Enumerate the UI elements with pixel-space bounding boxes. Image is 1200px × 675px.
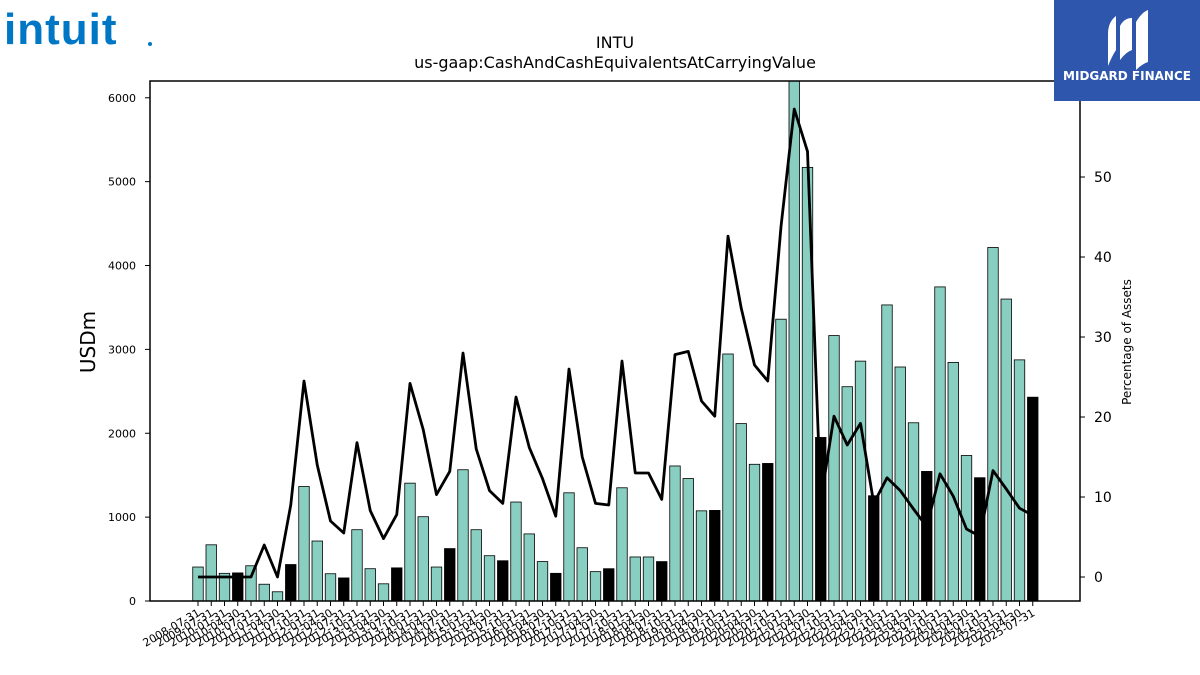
- bar: [391, 567, 403, 602]
- bar: [868, 495, 880, 602]
- chart-subtitle: us-gaap:CashAndCashEquivalentsAtCarrying…: [414, 53, 816, 72]
- bar: [775, 318, 787, 602]
- bar: [271, 591, 284, 602]
- bar: [576, 547, 588, 602]
- bar: [324, 573, 337, 602]
- intuit-logo-text: intuit: [4, 5, 118, 52]
- bar: [364, 568, 376, 602]
- y-ticks-group: 0 1000 2000 3000 4000 5000 6000: [108, 92, 150, 608]
- bar: [258, 583, 270, 602]
- bar: [722, 353, 734, 602]
- bar: [205, 544, 217, 602]
- y-tick-label: 4000: [108, 260, 136, 273]
- bar: [709, 510, 721, 602]
- pct-assets-line: [198, 107, 1034, 579]
- bar: [497, 560, 509, 602]
- y-tick-label: 0: [129, 595, 136, 608]
- bar: [483, 555, 496, 602]
- bar: [1013, 359, 1026, 602]
- bar: [828, 335, 840, 602]
- bar: [510, 501, 522, 602]
- bar: [417, 516, 429, 602]
- bar: [589, 571, 602, 602]
- bar: [788, 80, 800, 602]
- bar: [536, 561, 549, 602]
- bars-group: [192, 80, 1039, 602]
- y2-tick-label: 40: [1094, 250, 1112, 266]
- axes-group: [149, 80, 1081, 602]
- bar: [735, 423, 747, 602]
- midgard-finance-logo: MIDGARD FINANCE: [1054, 0, 1200, 101]
- y2-tick-label: 0: [1094, 570, 1103, 586]
- bar: [457, 469, 469, 602]
- bar: [894, 366, 906, 602]
- bar: [695, 510, 708, 602]
- bar: [444, 548, 456, 602]
- y-tick-label: 6000: [108, 92, 136, 105]
- intuit-logo-icon: intuit: [4, 5, 152, 54]
- bar: [550, 572, 562, 602]
- y-tick-label: 2000: [108, 427, 136, 440]
- bar: [841, 386, 853, 602]
- bar: [656, 561, 668, 602]
- y-tick-label: 3000: [108, 343, 136, 356]
- y2-tick-label: 10: [1094, 490, 1112, 506]
- bar: [921, 471, 933, 602]
- bar: [974, 477, 986, 602]
- bar: [762, 463, 774, 602]
- bar: [404, 482, 416, 602]
- y2-ticks-group: 0 10 20 30 40 50: [1080, 170, 1112, 586]
- bar: [682, 478, 694, 602]
- midgard-logo-text: MIDGARD FINANCE: [1063, 69, 1191, 83]
- bar: [563, 492, 575, 602]
- bar: [298, 486, 310, 602]
- y-tick-label: 1000: [108, 511, 136, 524]
- pct-line-group: [198, 107, 1034, 579]
- bar: [523, 533, 535, 602]
- bar: [430, 566, 443, 602]
- y2-tick-label: 20: [1094, 410, 1112, 426]
- bar: [311, 540, 323, 602]
- bar: [947, 361, 959, 602]
- bar: [881, 304, 893, 602]
- bar: [748, 463, 761, 602]
- bar: [192, 566, 204, 602]
- y2-tick-label: 30: [1094, 330, 1112, 346]
- bar: [669, 465, 681, 602]
- bar: [470, 529, 482, 602]
- bar: [629, 556, 641, 602]
- bar: [338, 577, 350, 602]
- bar: [1027, 396, 1039, 602]
- bar: [351, 529, 363, 602]
- bar: [642, 556, 655, 602]
- midgard-logo-icon: MIDGARD FINANCE: [1063, 10, 1191, 83]
- y-axis-label: USDm: [76, 311, 100, 373]
- y-tick-label: 5000: [108, 176, 136, 189]
- intuit-logo: intuit: [4, 2, 154, 54]
- chart-title: INTU: [596, 33, 634, 52]
- bar: [285, 564, 297, 602]
- bar: [1000, 298, 1012, 602]
- bar: [815, 437, 827, 602]
- bar: [616, 487, 628, 602]
- bar: [934, 286, 946, 602]
- bar: [603, 568, 615, 602]
- y2-axis-label: Percentage of Assets: [1120, 279, 1134, 405]
- bar: [377, 583, 390, 602]
- y2-tick-label: 50: [1094, 170, 1112, 186]
- plot-frame: [149, 80, 1081, 602]
- bar: [987, 247, 999, 602]
- bar: [854, 360, 867, 602]
- x-ticks-group: 2008-07-312009-07-312010-01-312010-04-30…: [141, 601, 1037, 650]
